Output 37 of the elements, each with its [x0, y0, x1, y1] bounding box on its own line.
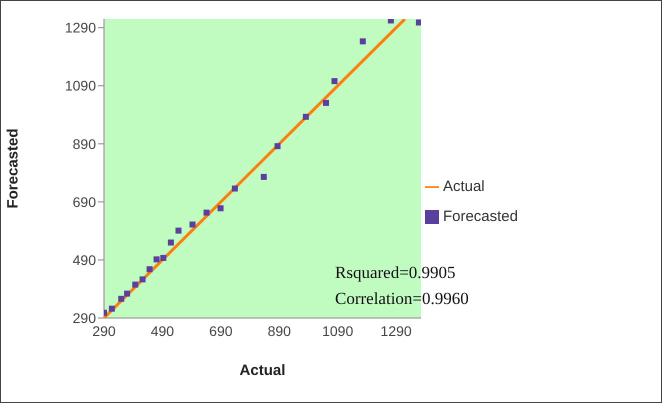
- point: [274, 143, 281, 150]
- y-tick-label: 690: [72, 194, 96, 210]
- point: [175, 228, 182, 234]
- x-axis-title: Actual: [240, 362, 286, 379]
- y-tick-label: 890: [72, 136, 96, 152]
- point: [302, 114, 309, 120]
- point: [331, 78, 338, 84]
- point: [154, 256, 160, 262]
- y-tick-label: 1090: [64, 78, 96, 94]
- y-tick-label: 490: [72, 252, 96, 268]
- legend-label: Actual: [442, 178, 485, 194]
- x-tick-label: 490: [150, 322, 174, 339]
- point: [416, 19, 421, 26]
- point: [360, 38, 366, 44]
- x-tick-label: 690: [209, 322, 233, 339]
- annotation: Rsquared=0.9905: [335, 263, 456, 282]
- point: [218, 205, 224, 212]
- point: [160, 254, 166, 261]
- point: [168, 240, 174, 246]
- y-tick-label: 1290: [64, 20, 96, 36]
- point: [108, 306, 115, 312]
- point: [190, 222, 196, 228]
- point: [132, 282, 138, 288]
- point: [118, 296, 124, 302]
- point: [260, 174, 267, 180]
- point: [146, 266, 153, 272]
- point: [323, 100, 330, 106]
- x-tick-label: 1090: [322, 322, 354, 339]
- point: [204, 210, 210, 216]
- point: [232, 186, 238, 192]
- point: [140, 276, 146, 282]
- x-tick-label: 1290: [380, 322, 412, 339]
- legend-label: Forecasted: [442, 208, 518, 224]
- point: [124, 290, 130, 297]
- x-tick-label: 890: [268, 322, 292, 339]
- y-axis-title: Forecasted: [4, 128, 22, 209]
- annotation: Correlation=0.9960: [335, 289, 469, 308]
